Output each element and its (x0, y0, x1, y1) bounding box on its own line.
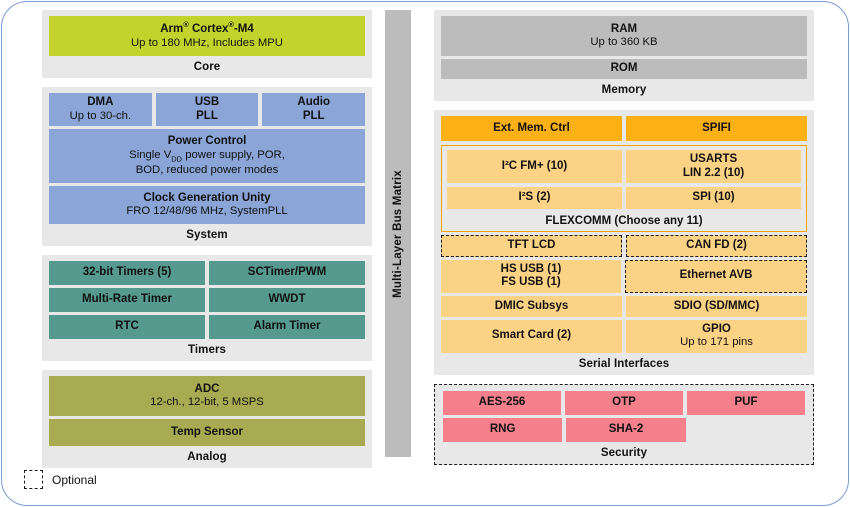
group-core: Arm® Cortex®-M4 Up to 180 MHz, Includes … (42, 10, 372, 78)
block-title: USB (194, 96, 220, 108)
block-subtitle: FRO 12/48/96 MHz, SystemPLL (126, 205, 288, 218)
block-title: Power Control (167, 135, 247, 148)
block-dma[interactable]: DMA Up to 30-ch. (49, 93, 152, 127)
system-row-1: DMA Up to 30-ch. USB PLL Audio PLL (49, 93, 366, 127)
block-subtitle: LIN 2.2 (10) (682, 166, 745, 179)
block-ext-mem-ctrl[interactable]: Ext. Mem. Ctrl (441, 116, 622, 141)
group-timers: 32-bit Timers (5) SCTimer/PWM Multi-Rate… (42, 255, 372, 362)
block-cortex-m4[interactable]: Arm® Cortex®-M4 Up to 180 MHz, Includes … (49, 16, 365, 56)
block-32bit-timers[interactable]: 32-bit Timers (5) (49, 261, 205, 286)
flexcomm-label: FLEXCOMM (Choose any 11) (545, 215, 703, 228)
serial-row-3: DMIC Subsys SDIO (SD/MMC) (441, 295, 807, 317)
block-title: HS USB (1) (500, 262, 562, 275)
block-subtitle: Up to 360 KB (590, 36, 658, 49)
block-sctimer-pwm[interactable]: SCTimer/PWM (209, 261, 365, 286)
group-label-security: Security (600, 446, 648, 459)
block-rtc[interactable]: RTC (49, 315, 205, 340)
block-i2s[interactable]: I²S (2) (447, 187, 622, 210)
right-column: RAM Up to 360 KB ROM Memory Ext. Mem. Ct… (424, 10, 814, 465)
block-title: Arm® Cortex®-M4 (160, 20, 254, 36)
bus-matrix-label: Multi-Layer Bus Matrix (392, 169, 405, 298)
block-temp-sensor[interactable]: Temp Sensor (49, 419, 365, 447)
block-usb[interactable]: HS USB (1) FS USB (1) (441, 259, 621, 293)
block-audio-pll[interactable]: Audio PLL (262, 93, 366, 127)
block-subtitle: PLL (196, 109, 218, 122)
security-row-1: AES-256 OTP PUF (443, 390, 805, 415)
serial-top-row: Ext. Mem. Ctrl SPIFI (441, 116, 807, 141)
block-subtitle-line1: Single VDD power supply, POR, (129, 148, 285, 163)
block-sdio[interactable]: SDIO (SD/MMC) (626, 295, 807, 317)
block-smart-card[interactable]: Smart Card (2) (441, 319, 622, 353)
block-adc[interactable]: ADC 12-ch., 12-bit, 5 MSPS (49, 376, 365, 417)
legend-optional: Optional (24, 470, 97, 489)
block-spi[interactable]: SPI (10) (626, 187, 801, 210)
legend-label: Optional (52, 472, 97, 487)
block-alarm-timer[interactable]: Alarm Timer (209, 315, 365, 340)
serial-row-4: Smart Card (2) GPIO Up to 171 pins (441, 319, 807, 353)
block-sha-2[interactable]: SHA-2 (566, 417, 686, 442)
group-label-analog: Analog (187, 451, 227, 464)
block-spifi[interactable]: SPIFI (626, 116, 807, 141)
block-title: Clock Generation Unity (143, 191, 271, 204)
block-title: GPIO (702, 322, 731, 335)
block-ram[interactable]: RAM Up to 360 KB (441, 16, 807, 56)
block-wwdt[interactable]: WWDT (209, 288, 365, 313)
serial-row-2: HS USB (1) FS USB (1) Ethernet AVB (441, 259, 807, 293)
block-title: USARTS (689, 153, 738, 165)
group-security: AES-256 OTP PUF RNG SHA-2 Security (434, 383, 814, 465)
block-title: DMA (87, 96, 114, 109)
block-power-control[interactable]: Power Control Single VDD power supply, P… (49, 129, 365, 184)
block-subtitle-line2: BOD, reduced power modes (135, 163, 279, 176)
block-puf[interactable]: PUF (687, 390, 805, 415)
left-column: Arm® Cortex®-M4 Up to 180 MHz, Includes … (42, 10, 372, 469)
timers-row-2: Multi-Rate Timer WWDT (49, 288, 365, 313)
block-title: RAM (610, 22, 638, 35)
bus-matrix-column: Multi-Layer Bus Matrix (372, 10, 424, 457)
group-memory: RAM Up to 360 KB ROM Memory (434, 10, 814, 101)
block-rng[interactable]: RNG (443, 417, 563, 442)
block-subtitle: Up to 171 pins (680, 336, 753, 349)
block-can-fd[interactable]: CAN FD (2) (626, 235, 807, 257)
flexcomm-row-2: I²S (2) SPI (10) (447, 187, 801, 210)
group-label-serial-interfaces: Serial Interfaces (578, 357, 670, 370)
block-gpio[interactable]: GPIO Up to 171 pins (626, 319, 807, 353)
block-tft-lcd[interactable]: TFT LCD (441, 235, 622, 257)
block-ethernet-avb[interactable]: Ethernet AVB (625, 259, 807, 293)
block-subtitle: PLL (302, 109, 325, 122)
timers-row-1: 32-bit Timers (5) SCTimer/PWM (49, 261, 365, 286)
group-label-memory: Memory (601, 84, 647, 96)
timers-row-3: RTC Alarm Timer (49, 315, 365, 340)
block-subtitle: 12-ch., 12-bit, 5 MSPS (150, 396, 264, 409)
block-usb-pll[interactable]: USB PLL (155, 93, 259, 127)
serial-row-1: TFT LCD CAN FD (2) (441, 235, 807, 257)
block-title: Audio (297, 96, 330, 108)
group-label-timers: Timers (187, 344, 227, 357)
flexcomm-box: I²C FM+ (10) USARTS LIN 2.2 (10) I²S (2)… (441, 145, 807, 233)
block-usarts-lin[interactable]: USARTS LIN 2.2 (10) (626, 150, 801, 184)
block-rom[interactable]: ROM (441, 59, 807, 79)
block-aes-256[interactable]: AES-256 (443, 390, 561, 415)
block-clock-generation-unity[interactable]: Clock Generation Unity FRO 12/48/96 MHz,… (49, 186, 365, 225)
block-dmic-subsys[interactable]: DMIC Subsys (441, 295, 622, 317)
block-subtitle: Up to 180 MHz, Includes MPU (131, 37, 283, 50)
security-spacer (690, 418, 805, 442)
block-subtitle: Up to 30-ch. (69, 109, 132, 122)
group-analog: ADC 12-ch., 12-bit, 5 MSPS Temp Sensor A… (42, 370, 372, 469)
group-label-system: System (186, 229, 228, 242)
multi-layer-bus-matrix[interactable]: Multi-Layer Bus Matrix (385, 10, 411, 457)
block-diagram: Arm® Cortex®-M4 Up to 180 MHz, Includes … (42, 10, 814, 469)
group-serial-interfaces: Ext. Mem. Ctrl SPIFI I²C FM+ (10) USARTS… (434, 110, 814, 375)
block-i2c-fm-plus[interactable]: I²C FM+ (10) (447, 150, 622, 184)
dashed-square-icon (24, 470, 43, 489)
group-label-core: Core (193, 61, 221, 73)
flexcomm-row-1: I²C FM+ (10) USARTS LIN 2.2 (10) (447, 150, 801, 184)
security-row-2: RNG SHA-2 (443, 417, 805, 442)
block-multi-rate-timer[interactable]: Multi-Rate Timer (49, 288, 205, 313)
block-title: ADC (194, 382, 220, 395)
block-subtitle: FS USB (1) (501, 276, 561, 289)
group-system: DMA Up to 30-ch. USB PLL Audio PLL Power… (42, 87, 372, 247)
block-otp[interactable]: OTP (565, 390, 683, 415)
